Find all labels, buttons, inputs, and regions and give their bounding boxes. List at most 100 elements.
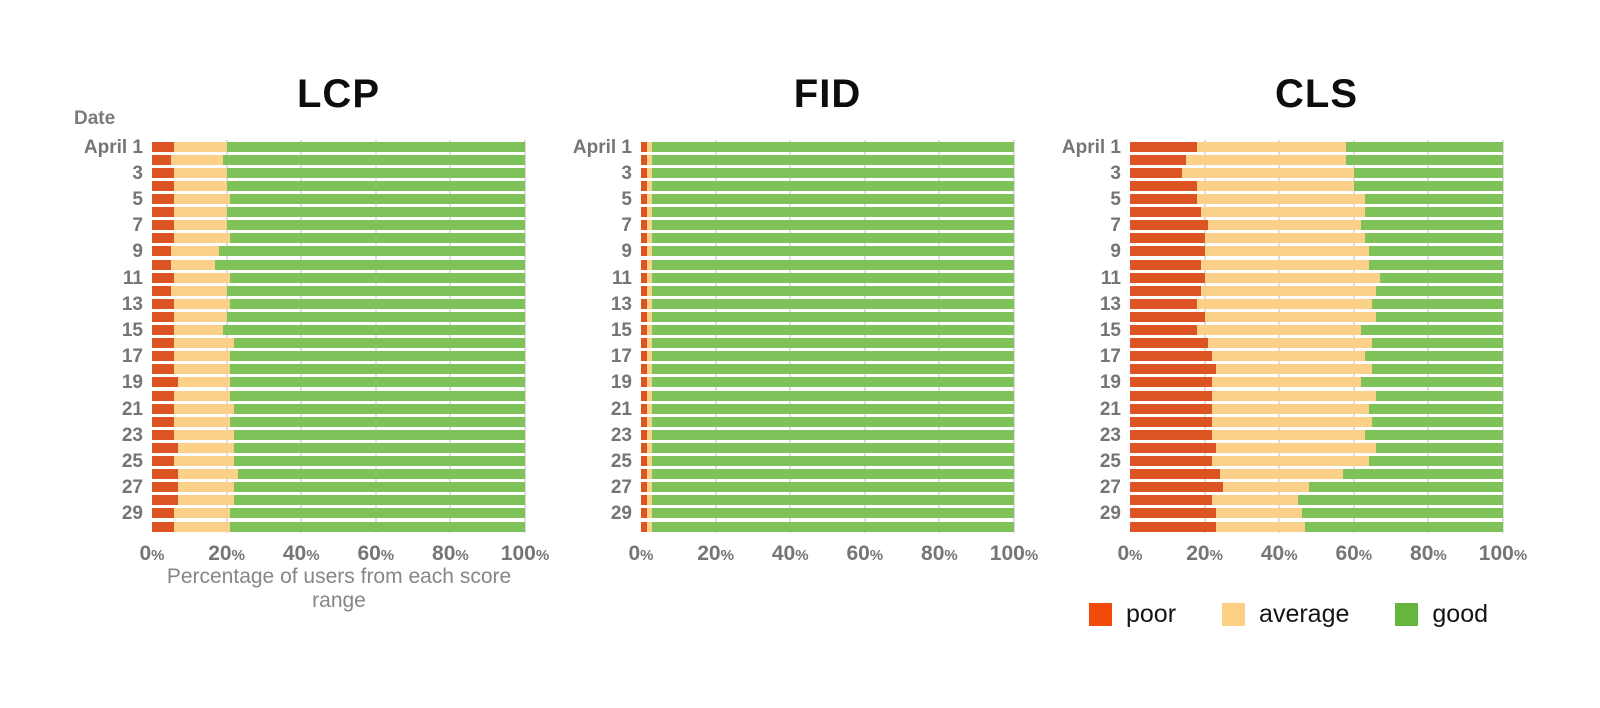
y-tick-label: 19 <box>1099 372 1121 394</box>
bar-segment-average <box>1197 141 1347 152</box>
bar-segment-average <box>1200 207 1365 218</box>
y-tick-label: 9 <box>132 241 143 263</box>
chart-title-cls: CLS <box>1275 72 1358 116</box>
legend-item-average: average <box>1222 600 1349 629</box>
bar-row-april-26 <box>152 469 525 480</box>
bar-row-april-15 <box>1130 325 1503 335</box>
bar-segment-poor <box>641 456 647 466</box>
bar-segment-good <box>219 246 525 257</box>
y-tick-label: 11 <box>1100 267 1121 289</box>
bar-segment-average <box>1197 325 1362 335</box>
bar-row-april-25 <box>641 456 1014 466</box>
bar-segment-average <box>646 442 653 453</box>
bar-segment-average <box>646 207 653 218</box>
bar-segment-poor <box>152 338 175 349</box>
bar-segment-poor <box>641 220 647 231</box>
bar-segment-poor <box>1130 508 1216 519</box>
bar-segment-good <box>1368 403 1503 414</box>
bar-segment-good <box>1372 416 1503 427</box>
bar-segment-poor <box>641 442 647 453</box>
bar-row-april-3 <box>641 167 1014 178</box>
x-tick-label: 80% <box>1410 542 1447 566</box>
bar-segment-poor <box>152 482 179 493</box>
bar-row-april-30 <box>152 521 525 532</box>
bar-segment-poor <box>152 311 175 322</box>
bar-segment-average <box>1204 311 1377 322</box>
bar-segment-average <box>170 246 220 257</box>
bar-segment-average <box>178 495 235 506</box>
bar-segment-good <box>652 233 1014 244</box>
bar-segment-good <box>226 220 525 231</box>
bar-segment-poor <box>152 442 179 453</box>
bar-segment-average <box>1215 364 1373 375</box>
bar-row-april-20 <box>152 390 525 401</box>
bar-segment-average <box>1208 338 1373 349</box>
chart-title-fid: FID <box>793 72 862 116</box>
bar-row-april-27 <box>641 482 1014 493</box>
x-tick-label: 60% <box>1335 542 1372 566</box>
bar-segment-average <box>646 325 653 335</box>
bar-row-april-13 <box>1130 298 1503 309</box>
bar-segment-good <box>226 207 525 218</box>
bar-segment-poor <box>1130 180 1198 191</box>
grid-line-60 <box>374 140 377 533</box>
bar-segment-poor <box>641 167 647 178</box>
bar-segment-poor <box>641 403 647 414</box>
bar-segment-average <box>646 416 653 427</box>
bar-segment-average <box>178 377 231 388</box>
bar-segment-poor <box>641 364 647 375</box>
bar-segment-poor <box>1130 456 1213 466</box>
bar-row-april-9 <box>641 246 1014 257</box>
x-tick-suffix: % <box>1209 547 1223 564</box>
bar-row-april-6 <box>641 207 1014 218</box>
bar-segment-poor <box>152 325 175 335</box>
x-tick-label: 60% <box>357 542 394 566</box>
bar-segment-good <box>652 246 1014 257</box>
bar-row-april-20 <box>641 390 1014 401</box>
bar-segment-good <box>652 194 1014 204</box>
y-tick-label: 3 <box>621 162 632 184</box>
grid-line-20 <box>714 140 717 533</box>
bar-segment-good <box>1364 207 1503 218</box>
bar-row-april-28 <box>641 495 1014 506</box>
bar-row-april-7 <box>152 220 525 231</box>
bar-segment-good <box>652 259 1014 270</box>
bar-row-april-13 <box>152 298 525 309</box>
legend-label: good <box>1432 600 1489 628</box>
grid-line-60 <box>1352 140 1355 533</box>
bar-segment-poor <box>1130 377 1213 388</box>
bar-segment-poor <box>641 495 647 506</box>
x-tick-suffix: % <box>231 547 245 564</box>
x-tick-suffix: % <box>1284 547 1298 564</box>
bar-row-april-16 <box>641 338 1014 349</box>
x-tick-value: 20 <box>697 542 721 565</box>
bar-segment-good <box>1368 456 1503 466</box>
bar-segment-average <box>646 482 653 493</box>
y-tick-label: 21 <box>610 398 632 420</box>
bar-segment-average <box>646 285 653 296</box>
bar-segment-good <box>652 207 1014 218</box>
bar-segment-good <box>1342 469 1503 480</box>
bar-segment-average <box>646 259 653 270</box>
bar-segment-average <box>1212 351 1365 362</box>
bar-segment-good <box>652 403 1014 414</box>
bar-row-april-5 <box>1130 194 1503 204</box>
bar-segment-good <box>234 338 525 349</box>
bar-row-april-15 <box>152 325 525 335</box>
bar-segment-average <box>646 521 653 532</box>
bar-segment-average <box>646 141 653 152</box>
bar-segment-poor <box>152 416 175 427</box>
bar-segment-poor <box>1130 351 1213 362</box>
bar-segment-good <box>652 351 1014 362</box>
bar-segment-good <box>222 154 525 165</box>
date-axis-label: Date <box>74 108 116 129</box>
bar-row-april-24 <box>1130 442 1503 453</box>
bar-row-april-24 <box>641 442 1014 453</box>
x-tick-label: 40% <box>772 542 809 566</box>
bar-segment-good <box>652 220 1014 231</box>
bar-segment-average <box>1204 272 1380 283</box>
bar-segment-average <box>174 141 227 152</box>
bar-row-april-29 <box>152 508 525 519</box>
bar-segment-good <box>652 298 1014 309</box>
grid-line-100 <box>1502 140 1504 533</box>
